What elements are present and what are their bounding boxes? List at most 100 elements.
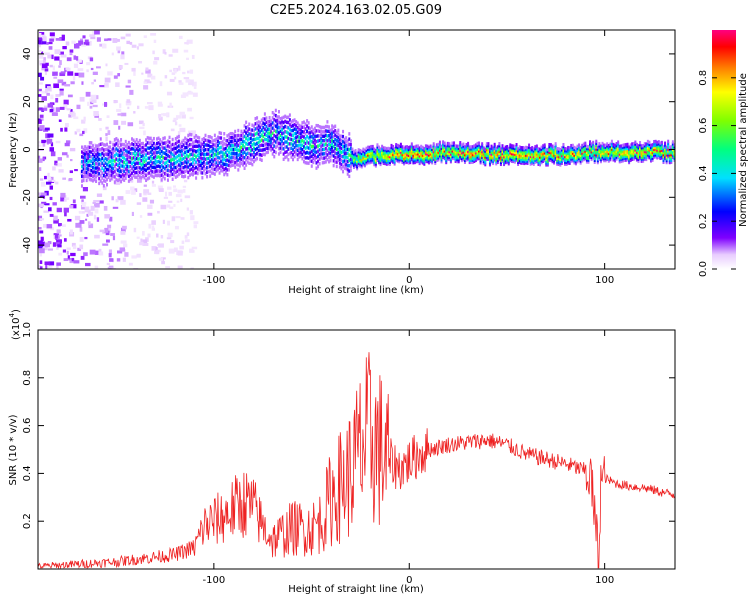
colorbar-tick-label: 0.2 bbox=[698, 213, 709, 229]
spectrogram-cell bbox=[95, 148, 98, 153]
spectrogram-noise-cell bbox=[99, 127, 102, 131]
spectrogram-cell bbox=[390, 145, 393, 150]
spectrogram-cell bbox=[318, 157, 321, 161]
spectrogram-cell bbox=[576, 158, 579, 162]
spectrogram-cell bbox=[506, 148, 509, 153]
spectrogram-cell bbox=[363, 160, 366, 164]
spectrogram-cell bbox=[304, 151, 307, 155]
spectrogram-cell bbox=[592, 140, 595, 145]
spectrogram-noise-cell bbox=[154, 57, 160, 61]
spectrogram-cell bbox=[215, 153, 218, 157]
spectrogram-cell bbox=[243, 124, 246, 128]
spectrogram-cell bbox=[595, 149, 598, 153]
spectrogram-cell bbox=[365, 146, 368, 151]
spectrogram-cell bbox=[495, 146, 498, 151]
spectrogram-cell bbox=[387, 162, 390, 166]
spectrogram-cell bbox=[196, 167, 199, 171]
spectrogram-cell bbox=[596, 158, 599, 163]
spectrogram-cell bbox=[377, 145, 380, 149]
spectrogram-cell bbox=[435, 145, 438, 149]
spectrogram-cell bbox=[282, 136, 285, 140]
spectrogram-cell bbox=[557, 154, 560, 159]
spectrogram-cell bbox=[231, 139, 234, 144]
spectrogram-noise-cell bbox=[43, 210, 49, 213]
spectrogram-noise-cell bbox=[178, 65, 181, 71]
spectrogram-cell bbox=[101, 156, 104, 161]
spectrogram-cell bbox=[374, 158, 377, 162]
spectrogram-cell bbox=[131, 151, 134, 156]
spectrogram-cell bbox=[274, 135, 277, 139]
spectrogram-noise-cell bbox=[45, 62, 49, 66]
spectrogram-cell bbox=[124, 139, 127, 144]
spectrogram-cell bbox=[556, 146, 559, 151]
spectrogram-cell bbox=[332, 135, 335, 139]
spectrogram-cell bbox=[667, 143, 670, 147]
spectrogram-cell bbox=[176, 169, 179, 173]
spectrogram-cell bbox=[370, 148, 373, 153]
spectrogram-cell bbox=[610, 153, 613, 157]
spectrogram-cell bbox=[673, 147, 675, 151]
spectrogram-cell bbox=[476, 141, 479, 146]
spectrogram-cell bbox=[673, 143, 675, 147]
spectrogram-cell bbox=[654, 151, 657, 155]
spectrogram-cell bbox=[395, 150, 398, 155]
spectrogram-cell bbox=[137, 157, 140, 161]
spectrogram-noise-cell bbox=[151, 184, 156, 187]
spectrogram-cell bbox=[624, 156, 627, 160]
spectrogram-cell bbox=[423, 149, 426, 153]
spectrogram-cell bbox=[579, 155, 582, 159]
spectrogram-cell bbox=[193, 166, 196, 171]
spectrogram-cell bbox=[146, 172, 149, 176]
spectrogram-cell bbox=[190, 147, 193, 152]
spectrogram-cell bbox=[593, 152, 596, 157]
spectrogram-cell bbox=[201, 176, 204, 180]
spectrogram-cell bbox=[601, 151, 604, 155]
spectrogram-noise-cell bbox=[136, 236, 140, 239]
spectrogram-cell bbox=[410, 155, 413, 160]
spectrogram-cell bbox=[542, 148, 545, 152]
spectrogram-cell bbox=[579, 157, 582, 161]
spectrogram-cell bbox=[181, 161, 184, 166]
spectrogram-cell bbox=[95, 157, 98, 161]
spectrogram-noise-cell bbox=[38, 240, 43, 245]
spectrogram-cell bbox=[105, 177, 108, 182]
spectrogram-cell bbox=[609, 154, 612, 158]
spectrogram-cell bbox=[267, 139, 270, 143]
spectrogram-noise-cell bbox=[107, 71, 113, 76]
spectrogram-noise-cell bbox=[75, 222, 82, 228]
spectrogram-cell bbox=[149, 145, 152, 150]
spectrogram-cell bbox=[151, 174, 154, 178]
spectrogram-cell bbox=[584, 147, 587, 151]
spectrogram-cell bbox=[331, 138, 334, 143]
spectrogram-noise-cell bbox=[175, 194, 182, 198]
spectrogram-cell bbox=[493, 154, 496, 158]
spectrogram-cell bbox=[304, 161, 307, 165]
spectrogram-cell bbox=[345, 147, 348, 152]
spectrogram-cell bbox=[421, 159, 424, 163]
spectrogram-cell bbox=[410, 153, 413, 158]
spectrogram-cell bbox=[315, 155, 318, 160]
spectrogram-cell bbox=[474, 143, 477, 147]
spectrogram-noise-cell bbox=[120, 112, 127, 117]
spectrogram-cell bbox=[298, 131, 301, 136]
spectrogram-cell bbox=[156, 146, 159, 150]
spectrogram-cell bbox=[448, 146, 451, 150]
spectrogram-cell bbox=[293, 132, 296, 136]
spectrogram-cell bbox=[116, 178, 119, 183]
spectrogram-cell bbox=[360, 165, 363, 169]
spectrogram-cell bbox=[174, 151, 177, 155]
spectrogram-cell bbox=[382, 153, 385, 158]
spectrogram-cell bbox=[564, 150, 567, 155]
spectrogram-cell bbox=[199, 167, 202, 171]
spectrogram-cell bbox=[99, 179, 102, 183]
spectrogram-cell bbox=[503, 149, 506, 153]
spectrogram-cell bbox=[657, 142, 660, 146]
spectrogram-cell bbox=[110, 151, 113, 156]
spectrogram-cell bbox=[662, 154, 665, 159]
spectrogram-cell bbox=[90, 145, 93, 150]
spectrogram-cell bbox=[565, 162, 568, 166]
spectrogram-cell bbox=[432, 153, 435, 158]
spectrogram-cell bbox=[152, 165, 155, 170]
spectrogram-cell bbox=[393, 150, 396, 155]
spectrogram-cell bbox=[393, 146, 396, 151]
